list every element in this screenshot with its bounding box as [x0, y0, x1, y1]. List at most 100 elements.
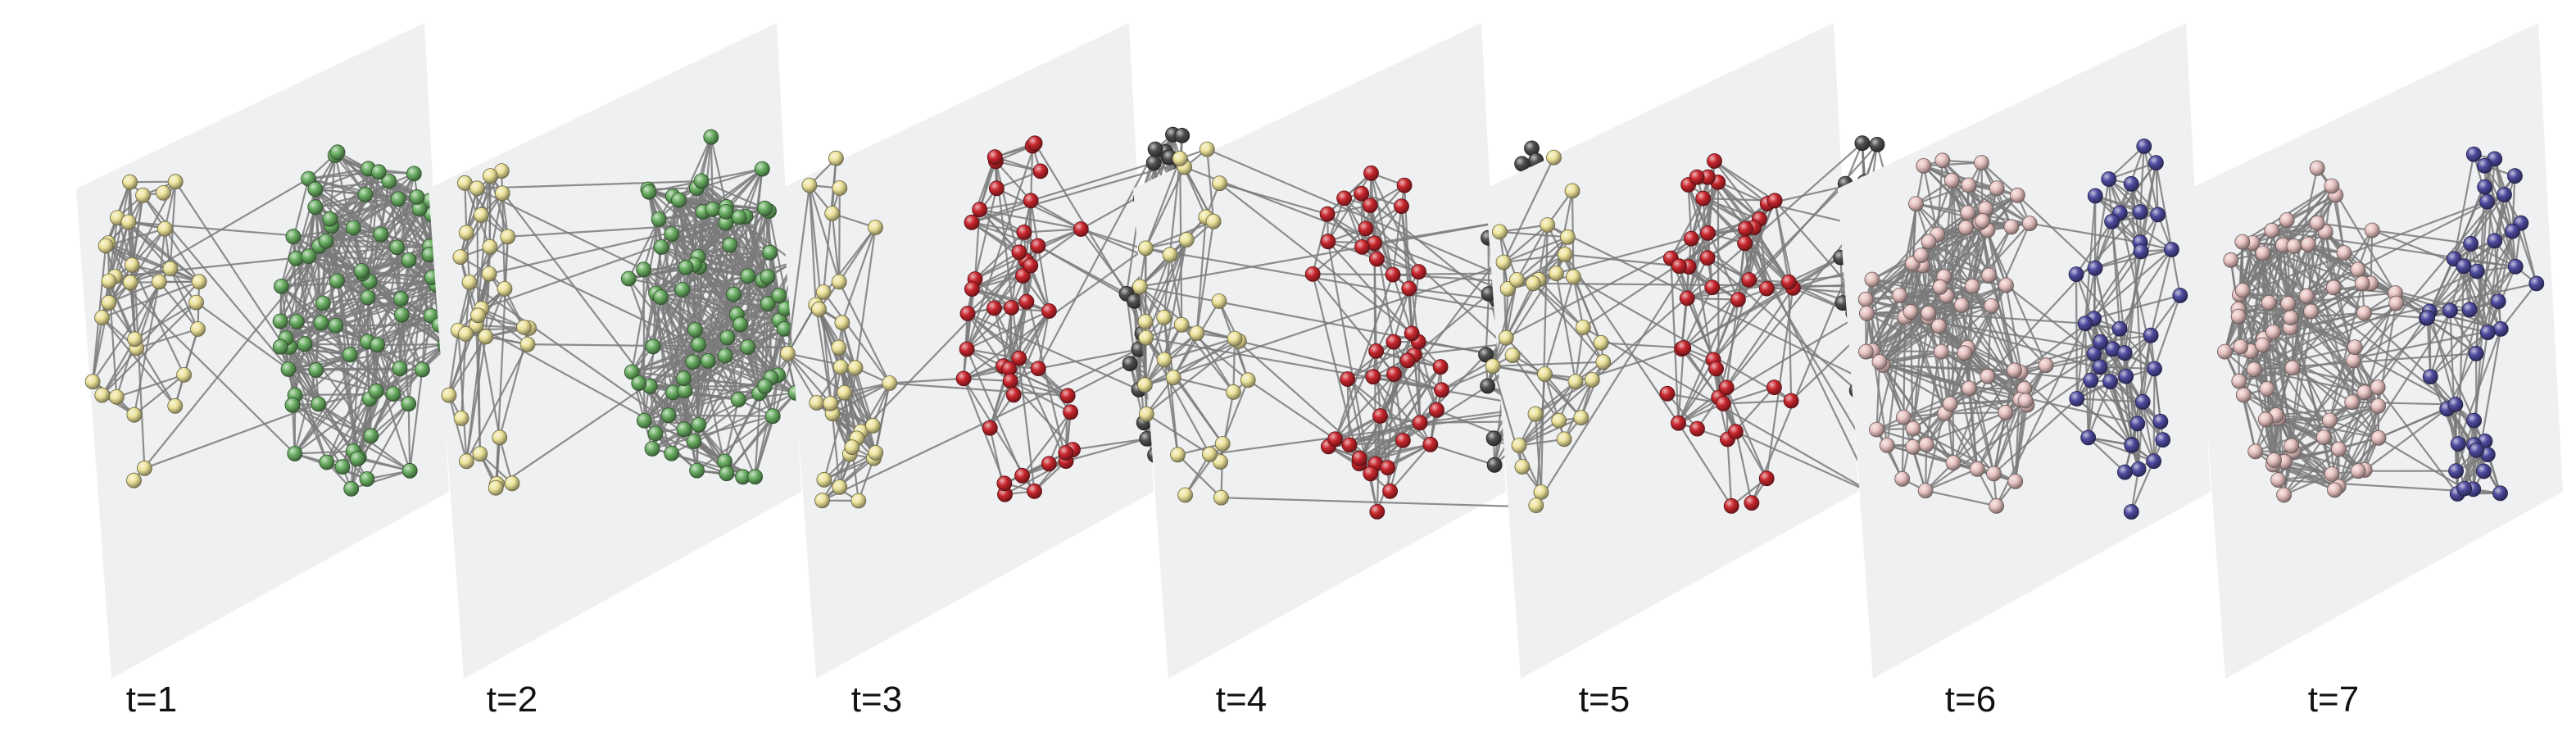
edge	[285, 325, 337, 339]
edge	[2470, 243, 2516, 268]
edge	[1335, 415, 1381, 440]
edge	[1002, 310, 1050, 367]
node	[2284, 360, 2301, 376]
node	[760, 269, 776, 285]
edge	[643, 216, 741, 421]
node	[2116, 345, 2133, 361]
edge	[2493, 240, 2502, 329]
node	[2163, 242, 2179, 257]
node	[500, 229, 516, 245]
edge	[1327, 240, 1377, 261]
node	[726, 286, 742, 302]
node	[1073, 221, 1089, 237]
edge	[1518, 380, 1576, 447]
node	[280, 361, 297, 377]
node	[1059, 388, 1076, 404]
node	[637, 412, 652, 429]
node	[357, 187, 374, 202]
node	[2504, 223, 2520, 239]
edge	[1993, 412, 2007, 475]
node	[2087, 260, 2103, 276]
edge	[744, 216, 749, 276]
node	[1707, 153, 1722, 169]
edge	[738, 168, 764, 218]
node	[834, 315, 850, 331]
node	[334, 459, 351, 475]
edge	[1037, 311, 1050, 369]
edge	[2354, 302, 2397, 348]
node	[2234, 282, 2251, 298]
node	[837, 384, 853, 401]
node	[2487, 233, 2503, 249]
edge	[2125, 334, 2152, 377]
edge	[1865, 299, 1927, 491]
node	[1566, 269, 1581, 285]
edge	[701, 168, 763, 183]
edge	[2087, 437, 2126, 473]
edge	[292, 404, 410, 472]
edge	[841, 322, 846, 393]
edge	[2238, 270, 2478, 383]
node	[461, 275, 478, 290]
edge	[335, 288, 452, 327]
edge	[288, 368, 377, 393]
node	[2155, 432, 2171, 448]
edge	[498, 437, 514, 484]
edge	[164, 181, 177, 229]
node	[2104, 213, 2120, 229]
edge	[1971, 226, 2012, 287]
edge	[2426, 316, 2477, 355]
node	[2528, 275, 2545, 292]
edge	[2239, 302, 2289, 348]
node	[1527, 406, 1544, 422]
edge	[808, 184, 841, 283]
edge	[1219, 182, 1328, 216]
node	[401, 252, 417, 268]
edge	[989, 380, 1012, 429]
node	[811, 301, 827, 317]
edge	[1145, 340, 1240, 416]
edge	[1726, 387, 1768, 479]
edge	[361, 196, 418, 272]
edge	[843, 392, 877, 454]
edge	[108, 280, 160, 304]
node	[2507, 258, 2524, 275]
edge	[1925, 188, 1998, 491]
node	[1738, 220, 1753, 237]
edge	[823, 291, 891, 384]
node	[1975, 213, 1991, 229]
node	[832, 479, 848, 495]
node	[1921, 234, 1937, 250]
node	[2134, 393, 2151, 410]
edge	[1023, 228, 1082, 234]
node	[1429, 402, 1444, 418]
node	[2077, 316, 2093, 332]
edge	[1408, 287, 1498, 301]
node	[1480, 378, 1495, 394]
node	[1758, 470, 1775, 487]
edge	[2119, 328, 2156, 370]
node	[1478, 347, 1494, 363]
node	[389, 239, 406, 256]
edge	[655, 432, 756, 478]
edge	[787, 352, 818, 404]
node	[1857, 291, 1874, 307]
edge	[2511, 175, 2516, 232]
edge	[2243, 393, 2330, 421]
node	[2093, 334, 2109, 350]
edge	[2150, 249, 2173, 336]
edge	[2242, 245, 2295, 292]
edge	[2310, 311, 2356, 348]
node	[470, 307, 486, 324]
node	[370, 337, 386, 353]
edge	[658, 218, 699, 258]
node	[1005, 387, 1022, 403]
edge	[841, 322, 857, 369]
node	[2477, 179, 2493, 195]
node	[1858, 305, 1875, 321]
node	[1341, 437, 1358, 453]
node	[272, 313, 288, 329]
node	[2298, 288, 2315, 304]
edge	[1563, 379, 1594, 440]
